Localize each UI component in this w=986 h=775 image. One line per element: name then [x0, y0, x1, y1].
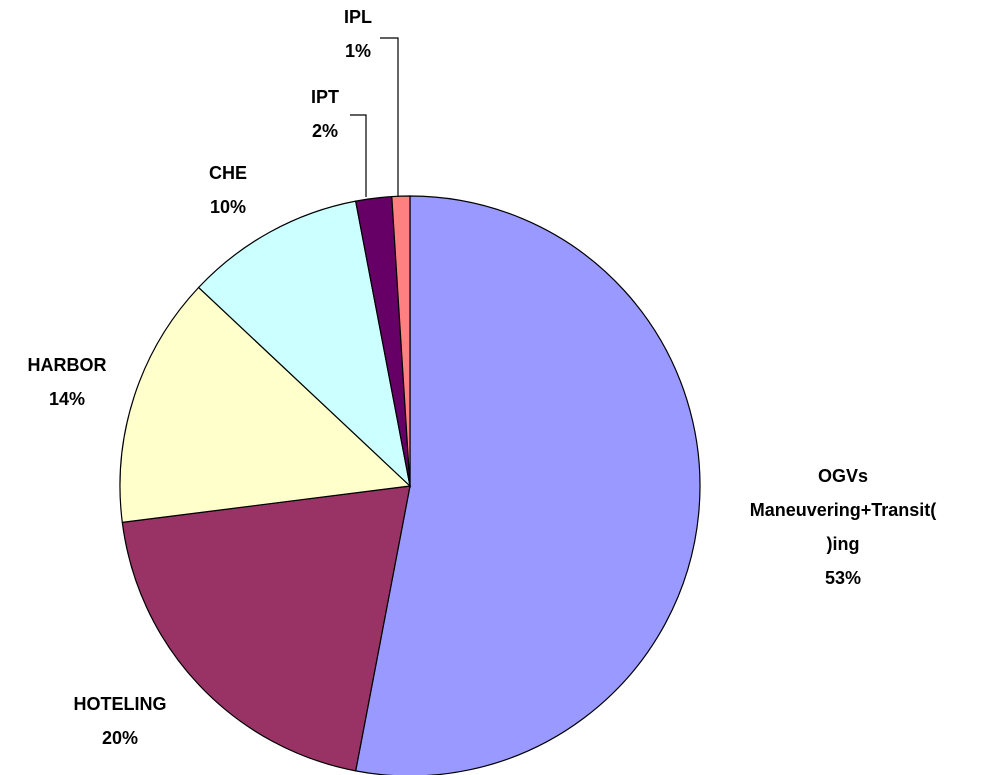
- slice-label: CHE 10%: [209, 156, 247, 224]
- category-label: HOTELING: [73, 694, 167, 714]
- slice-label: OGVs Maneuvering+Transit( )ing 53%: [750, 459, 937, 595]
- pie-slice: [197, 200, 411, 488]
- category-label: IPT: [310, 87, 340, 107]
- pie-slice: [119, 286, 412, 524]
- category-label: CHE: [208, 163, 248, 183]
- value-label: 1%: [344, 41, 372, 61]
- value-label: 20%: [101, 728, 139, 748]
- category-label: HARBOR: [27, 355, 107, 375]
- category-label: OGVs Maneuvering+Transit( )ing: [749, 466, 937, 554]
- value-label: 2%: [311, 121, 339, 141]
- pie-slice: [391, 195, 411, 487]
- pie-slice: [354, 195, 701, 775]
- slice-label: HOTELING 20%: [74, 687, 167, 755]
- value-label: 53%: [824, 568, 862, 588]
- slice-label: IPL 1%: [344, 0, 372, 68]
- pie-slice: [121, 485, 411, 772]
- category-label: IPL: [343, 7, 373, 27]
- slice-label: HARBOR 14%: [28, 348, 107, 416]
- value-label: 14%: [48, 389, 86, 409]
- slice-label: IPT 2%: [311, 80, 339, 148]
- leader-line: [350, 114, 367, 197]
- value-label: 10%: [209, 197, 247, 217]
- leader-line: [380, 37, 399, 196]
